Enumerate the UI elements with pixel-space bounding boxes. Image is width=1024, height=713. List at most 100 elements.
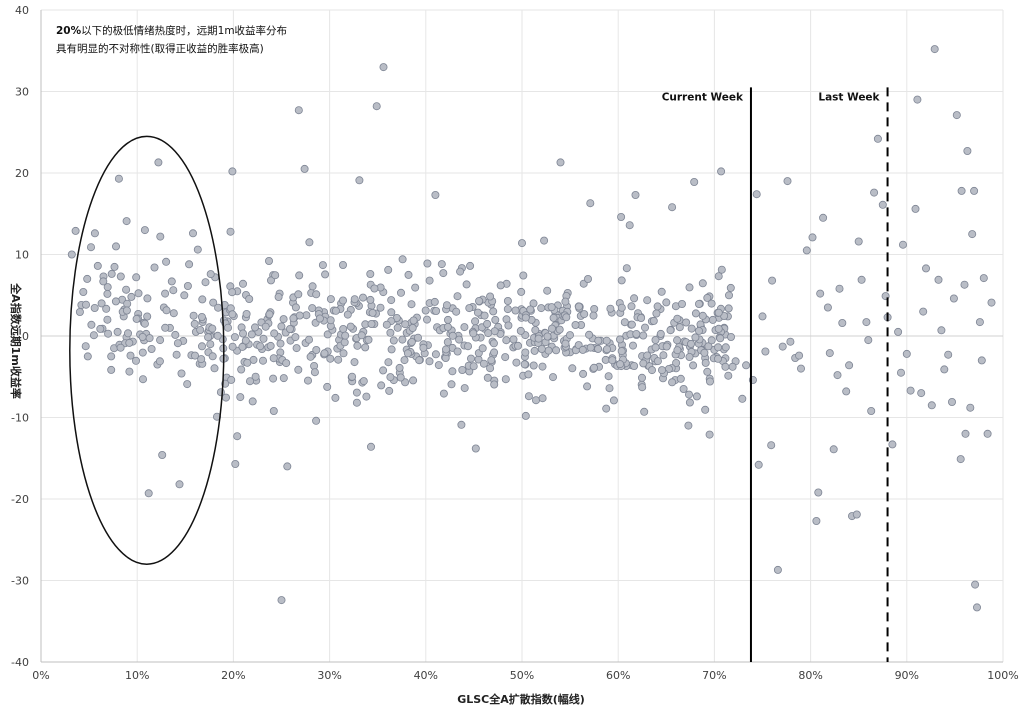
scatter-point (111, 297, 120, 306)
scatter-point (430, 297, 439, 306)
scatter-point (617, 303, 626, 312)
scatter-point (835, 284, 844, 293)
scatter-point (625, 221, 634, 230)
scatter-point (312, 290, 321, 299)
scatter-point (228, 288, 237, 297)
scatter-point (353, 341, 362, 350)
scatter-point (707, 336, 716, 345)
scatter-point (221, 393, 230, 402)
scatter-point (276, 339, 285, 348)
scatter-point (250, 323, 259, 332)
x-tick-label: 40% (414, 669, 438, 682)
scatter-point (443, 338, 452, 347)
scatter-point (519, 271, 528, 280)
scatter-point (269, 406, 278, 415)
scatter-point (617, 212, 626, 221)
scatter-point (944, 350, 953, 359)
scatter-point (479, 359, 488, 368)
scatter-point (724, 371, 733, 380)
scatter-point (802, 246, 811, 255)
scatter-point (243, 358, 252, 367)
scatter-point (897, 368, 906, 377)
scatter-point (678, 299, 687, 308)
scatter-point (310, 368, 319, 377)
scatter-point (767, 441, 776, 450)
scatter-point (548, 324, 557, 333)
scatter-point (706, 377, 715, 386)
scatter-point (814, 488, 823, 497)
scatter-point (87, 243, 96, 252)
last-week-label: Last Week (818, 91, 880, 103)
scatter-point (431, 350, 440, 359)
scatter-point (471, 317, 480, 326)
scatter-point (79, 287, 88, 296)
scatter-point (783, 177, 792, 186)
scatter-point (386, 373, 395, 382)
scatter-point (620, 318, 629, 327)
scatter-point (973, 603, 982, 612)
scatter-point (398, 255, 407, 264)
scatter-point (701, 358, 710, 367)
scatter-point (377, 381, 386, 390)
scatter-point (701, 405, 710, 414)
scatter-point (484, 329, 493, 338)
x-tick-label: 100% (987, 669, 1018, 682)
scatter-point (87, 320, 96, 329)
scatter-point (156, 232, 165, 241)
scatter-point (99, 277, 108, 286)
scatter-point (196, 325, 205, 334)
scatter-point (490, 380, 499, 389)
scatter-point (721, 343, 730, 352)
scatter-point (104, 329, 113, 338)
scatter-point (603, 345, 612, 354)
current-week-label: Current Week (662, 91, 744, 103)
scatter-point (295, 311, 304, 320)
scatter-point (695, 299, 704, 308)
scatter-point (639, 331, 648, 340)
scatter-point (842, 387, 851, 396)
scatter-point (537, 304, 546, 313)
scatter-point (238, 342, 247, 351)
scatter-point (214, 303, 223, 312)
scatter-point (90, 303, 99, 312)
scatter-point (431, 190, 440, 199)
scatter-point (521, 348, 530, 357)
scatter-point (687, 339, 696, 348)
scatter-point (140, 319, 149, 328)
scatter-point (987, 298, 996, 307)
scatter-point (516, 326, 525, 335)
scatter-point (366, 442, 375, 451)
scatter-point (940, 365, 949, 374)
scatter-point (323, 330, 332, 339)
scatter-point (685, 283, 694, 292)
scatter-point (352, 388, 361, 397)
scatter-point (387, 296, 396, 305)
scatter-point (385, 386, 394, 395)
scatter-point (67, 250, 76, 259)
scatter-point (82, 300, 91, 309)
scatter-point (556, 158, 565, 167)
scatter-point (227, 375, 236, 384)
scatter-point (282, 359, 291, 368)
scatter-point (566, 331, 575, 340)
scatter-point (823, 303, 832, 312)
tick-label-layer: 0% 10% 20% 30% 40% 50% 60% 70% 80% 90% 100% 40 30 20 1… (11, 4, 1019, 682)
scatter-point (707, 299, 716, 308)
scatter-point (331, 306, 340, 315)
scatter-point (233, 432, 242, 441)
scatter-point (460, 323, 469, 332)
scatter-point (372, 102, 381, 111)
scatter-point (691, 333, 700, 342)
scatter-point (552, 346, 561, 355)
scatter-point (496, 281, 505, 290)
scatter-point (549, 313, 558, 322)
scatter-point (403, 349, 412, 358)
scatter-point (524, 392, 533, 401)
scatter-point (208, 324, 217, 333)
scatter-point (673, 336, 682, 345)
scatter-point (245, 377, 254, 386)
scatter-point (448, 331, 457, 340)
scatter-point (692, 392, 701, 401)
scatter-point (437, 260, 446, 269)
scatter-point (547, 303, 556, 312)
